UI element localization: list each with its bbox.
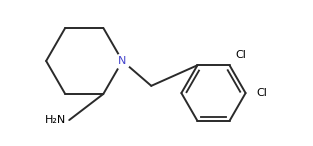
Text: Cl: Cl [236, 50, 246, 60]
Text: Cl: Cl [257, 88, 268, 98]
Text: H₂N: H₂N [45, 115, 66, 125]
Text: N: N [118, 56, 126, 66]
